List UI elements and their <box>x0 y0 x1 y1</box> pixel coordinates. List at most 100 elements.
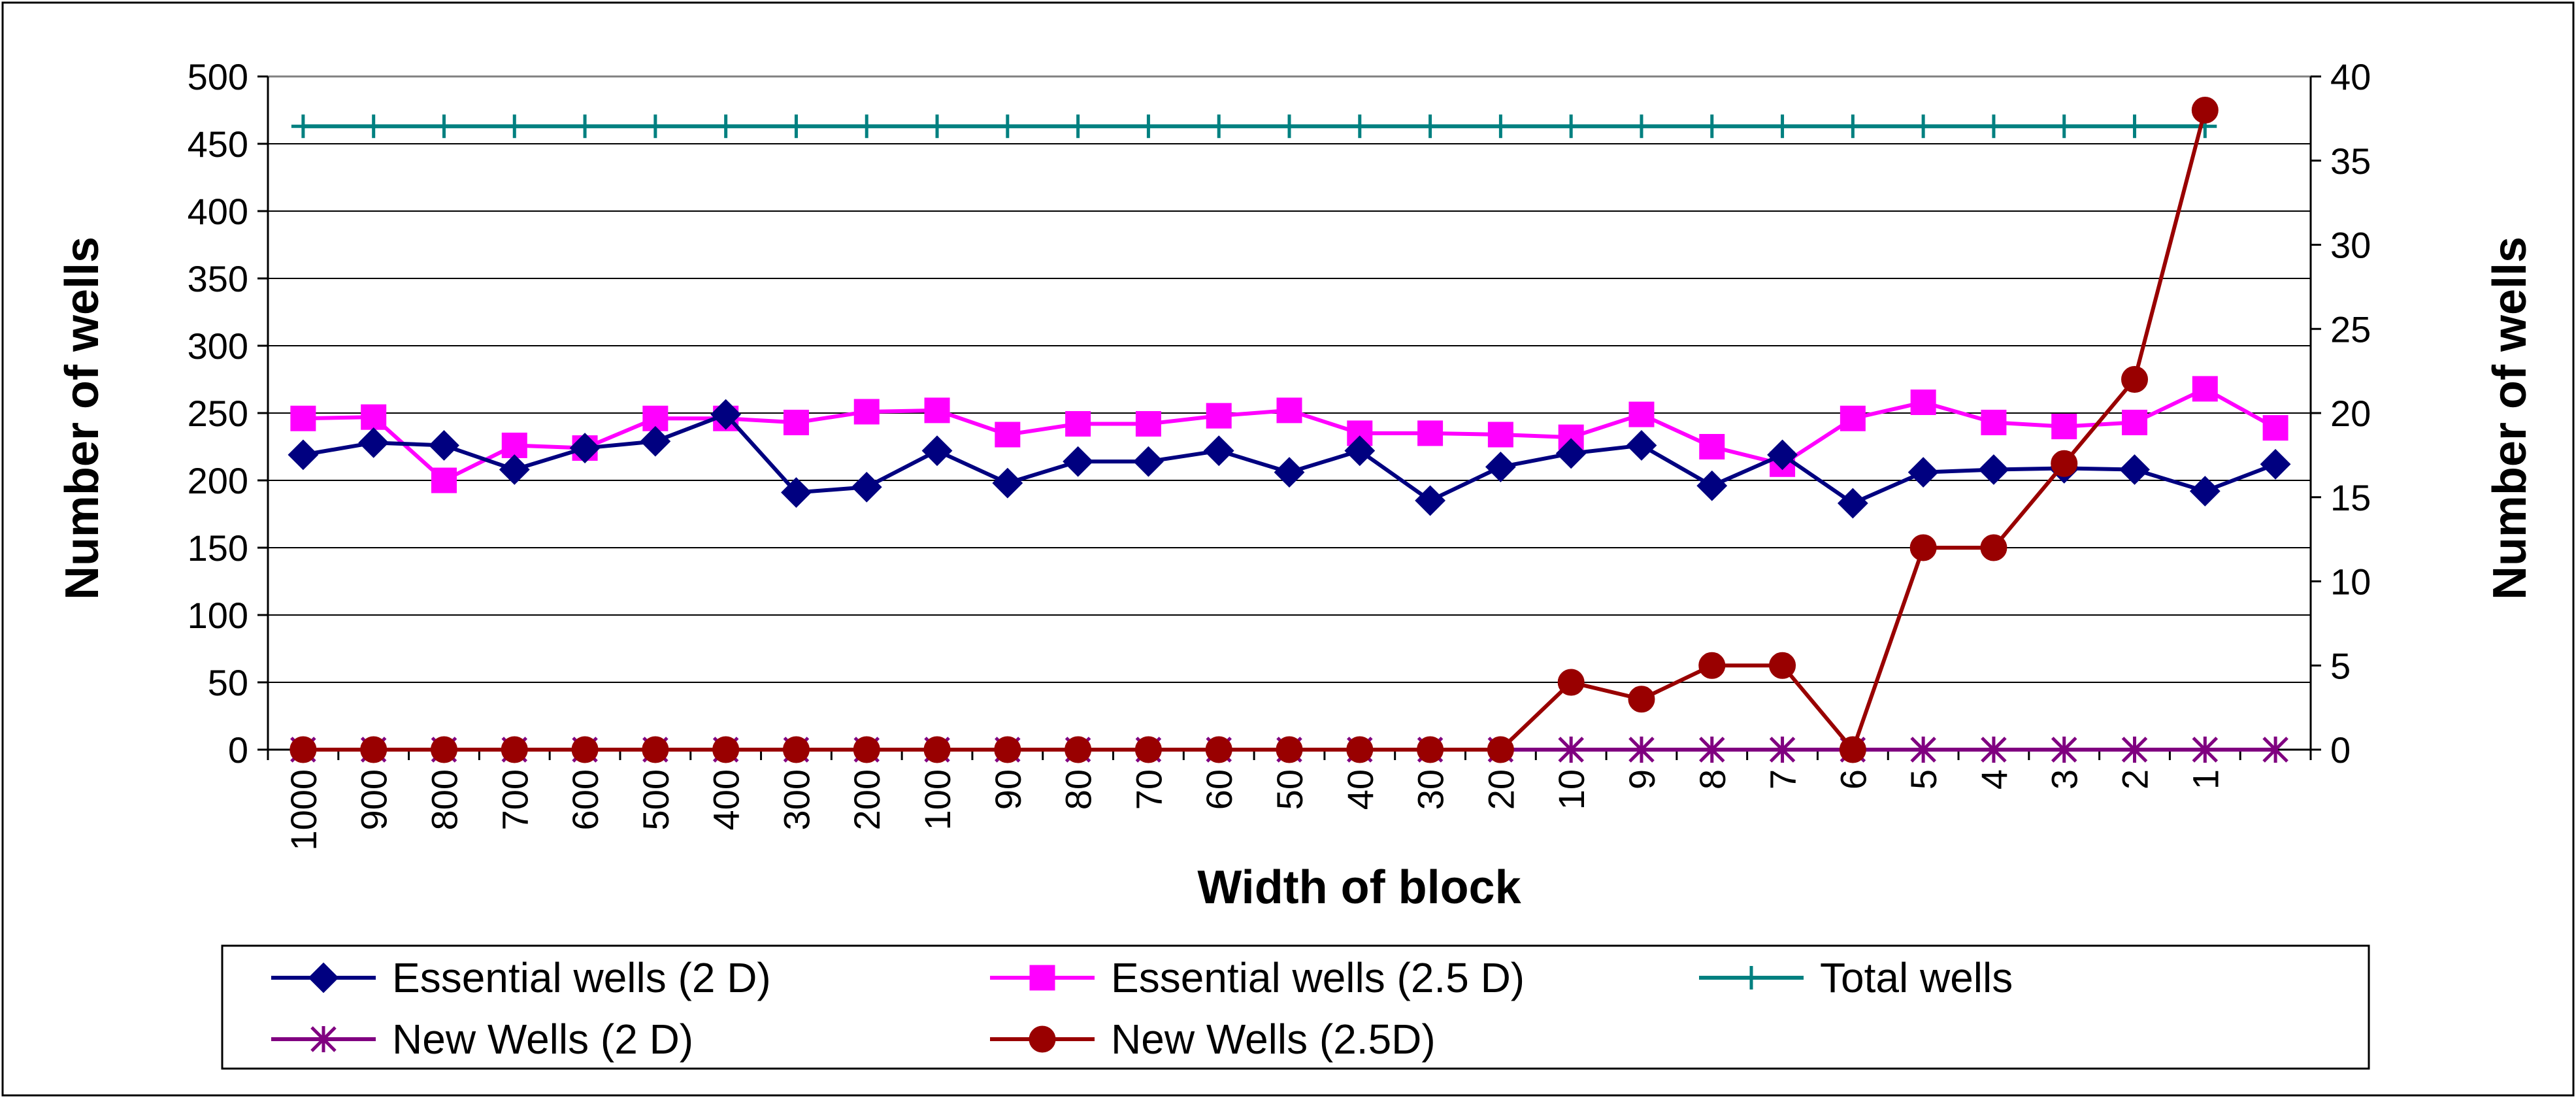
x-tick-label: 80 <box>1058 769 1099 810</box>
x-tick-label: 2 <box>2115 769 2156 790</box>
legend-label: Total wells <box>1820 954 2013 1001</box>
data-point <box>2192 376 2218 402</box>
data-point <box>429 430 459 461</box>
legend: Essential wells (2 D) Essential wells (2.… <box>221 944 2370 1070</box>
y2-tick-label: 25 <box>2330 308 2371 350</box>
y2-tick-label: 35 <box>2330 141 2371 182</box>
data-point <box>995 422 1021 448</box>
data-point <box>1699 434 1725 459</box>
left-axis-ticks: 0 50 100 150 200 250 300 350 400 450 500 <box>188 56 269 771</box>
data-point <box>288 439 319 471</box>
data-point <box>1278 114 1301 139</box>
data-point <box>361 114 386 139</box>
data-point <box>712 736 740 763</box>
x-tick-label: 9 <box>1621 769 1662 790</box>
x-tick-label: 7 <box>1762 769 1804 790</box>
data-point <box>1206 403 1232 429</box>
data-point <box>640 425 671 457</box>
data-point <box>851 471 882 503</box>
legend-marker <box>310 1026 337 1052</box>
y-tick-label: 50 <box>208 662 248 703</box>
data-point <box>569 433 601 463</box>
data-point <box>1274 457 1305 488</box>
y-axis-title: Number of wells <box>56 237 108 600</box>
legend-marker <box>1029 1025 1056 1053</box>
data-point <box>1911 114 1936 139</box>
data-point <box>432 114 456 139</box>
data-point <box>1907 457 1939 488</box>
data-point <box>853 399 880 425</box>
data-point <box>1065 410 1091 437</box>
x-tick-label: 600 <box>565 769 606 830</box>
y-tick-label: 250 <box>188 393 248 434</box>
x-tick-label: 20 <box>1480 769 1521 810</box>
data-point <box>1980 534 2007 561</box>
data-point <box>1063 446 1094 477</box>
data-point <box>1135 410 1161 437</box>
data-point <box>1769 737 1796 763</box>
data-point <box>2189 476 2221 507</box>
legend-label: Essential wells (2 D) <box>392 954 771 1001</box>
x-axis-title: Width of block <box>1197 861 1521 914</box>
data-point <box>1981 409 2007 435</box>
data-point <box>1065 736 1092 763</box>
y-tick-label: 400 <box>188 191 248 232</box>
data-point <box>360 736 388 763</box>
data-point <box>289 736 317 763</box>
data-point <box>921 435 953 467</box>
x-tick-label: 60 <box>1198 769 1240 810</box>
y-tick-label: 0 <box>228 729 248 771</box>
data-point <box>2121 366 2149 393</box>
legend-label: New Wells (2 D) <box>392 1016 693 1063</box>
data-point <box>2191 97 2219 124</box>
data-point <box>1344 435 1376 467</box>
data-point <box>1770 114 1794 139</box>
data-point <box>1981 737 2007 763</box>
y-tick-label: 200 <box>188 460 248 501</box>
data-point <box>501 432 527 458</box>
y-tick-label: 350 <box>188 258 248 299</box>
series-essential-wells-2-d <box>288 399 2291 519</box>
y-tick-label: 150 <box>188 527 248 569</box>
data-point <box>782 736 810 763</box>
y2-tick-label: 15 <box>2330 477 2371 518</box>
data-point <box>1839 736 1866 763</box>
data-point <box>1558 737 1584 763</box>
data-point <box>1489 114 1513 139</box>
data-point <box>1841 114 1865 139</box>
data-point <box>1276 397 1302 424</box>
y2-tick-label: 0 <box>2330 729 2351 771</box>
data-point <box>1698 652 1726 679</box>
data-point <box>1626 430 1657 461</box>
data-point <box>1559 114 1583 139</box>
y-tick-label: 500 <box>188 56 248 97</box>
data-point <box>2192 737 2219 763</box>
x-tick-label: 8 <box>1692 769 1733 790</box>
y2-tick-label: 40 <box>2330 56 2371 97</box>
data-point <box>358 427 389 458</box>
x-tick-label: 900 <box>354 769 395 830</box>
x-tick-label: 1000 <box>283 769 324 851</box>
x-tick-label: 800 <box>423 769 465 830</box>
legend-item-essential-wells-2-5-d: Essential wells (2.5 D) <box>990 954 1525 1001</box>
x-tick-label: 500 <box>635 769 676 830</box>
x-tick-label: 200 <box>846 769 887 830</box>
legend-marker <box>1740 966 1763 990</box>
data-point <box>503 114 527 139</box>
x-tick-label: 4 <box>1973 769 2015 790</box>
x-tick-label: 300 <box>776 769 817 830</box>
legend-item-new-wells-2-5d: New Wells (2.5D) <box>990 1016 1436 1063</box>
data-point <box>1136 114 1161 139</box>
data-point <box>2121 737 2148 763</box>
data-point <box>1628 737 1655 763</box>
data-point <box>1555 438 1587 469</box>
data-point <box>1767 439 1798 471</box>
legend-item-new-wells-2-d: New Wells (2 D) <box>271 1016 693 1063</box>
x-tick-label: 5 <box>1903 769 1944 790</box>
data-point <box>853 736 880 763</box>
x-tick-label: 700 <box>494 769 535 830</box>
data-point <box>992 467 1023 499</box>
x-tick-label: 100 <box>917 769 958 830</box>
